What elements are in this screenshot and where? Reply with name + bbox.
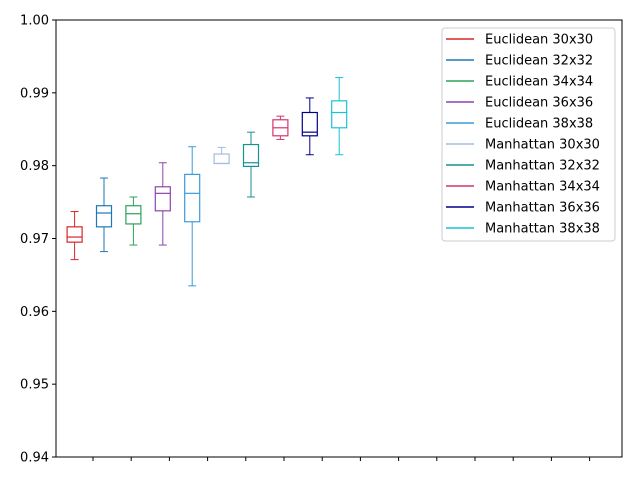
iqr-box xyxy=(154,186,171,212)
iqr-box xyxy=(125,205,142,225)
legend-label: Euclidean 36x36 xyxy=(485,96,593,111)
box-euclidean-38x38 xyxy=(184,146,201,287)
box-euclidean-32x32 xyxy=(95,177,113,253)
y-tick-label: 0.96 xyxy=(20,305,49,320)
legend-label: Euclidean 30x30 xyxy=(485,33,593,48)
iqr-box xyxy=(301,111,318,137)
box-manhattan-34x34 xyxy=(272,115,289,140)
y-tick-label: 1.00 xyxy=(20,14,49,29)
y-tick-label: 0.98 xyxy=(20,159,49,174)
legend-label: Manhattan 30x30 xyxy=(485,138,600,153)
box-series-group xyxy=(66,77,348,287)
y-tick-label: 0.95 xyxy=(20,378,49,393)
y-axis: 0.94 0.95 0.96 0.97 0.98 0.99 1.00 xyxy=(20,14,56,466)
legend-label: Euclidean 32x32 xyxy=(485,54,593,69)
iqr-box xyxy=(213,153,230,165)
legend-label: Manhattan 34x34 xyxy=(485,180,600,195)
y-tick-label: 0.97 xyxy=(20,232,49,247)
legend-label: Euclidean 38x38 xyxy=(485,117,593,132)
legend-label: Manhattan 32x32 xyxy=(485,159,600,174)
legend-label: Manhattan 36x36 xyxy=(485,201,600,216)
box-euclidean-34x34 xyxy=(125,196,142,246)
box-euclidean-36x36 xyxy=(154,162,171,246)
box-manhattan-30x30 xyxy=(213,146,230,165)
legend-label: Manhattan 38x38 xyxy=(485,222,600,237)
box-manhattan-36x36 xyxy=(301,97,318,156)
iqr-box xyxy=(184,173,201,223)
legend: Euclidean 30x30 Euclidean 32x32 Euclidean … xyxy=(441,27,616,242)
iqr-box xyxy=(66,226,83,243)
x-axis xyxy=(92,457,591,461)
iqr-box xyxy=(331,100,348,129)
y-tick-label: 0.94 xyxy=(20,451,49,466)
box-euclidean-30x30 xyxy=(66,211,83,261)
box-manhattan-38x38 xyxy=(331,77,348,156)
iqr-box xyxy=(242,143,260,167)
legend-label: Euclidean 34x34 xyxy=(485,75,593,90)
y-tick-label: 0.99 xyxy=(20,86,49,101)
box-manhattan-32x32 xyxy=(242,131,260,198)
iqr-box xyxy=(95,205,113,228)
legend-frame xyxy=(441,27,616,242)
